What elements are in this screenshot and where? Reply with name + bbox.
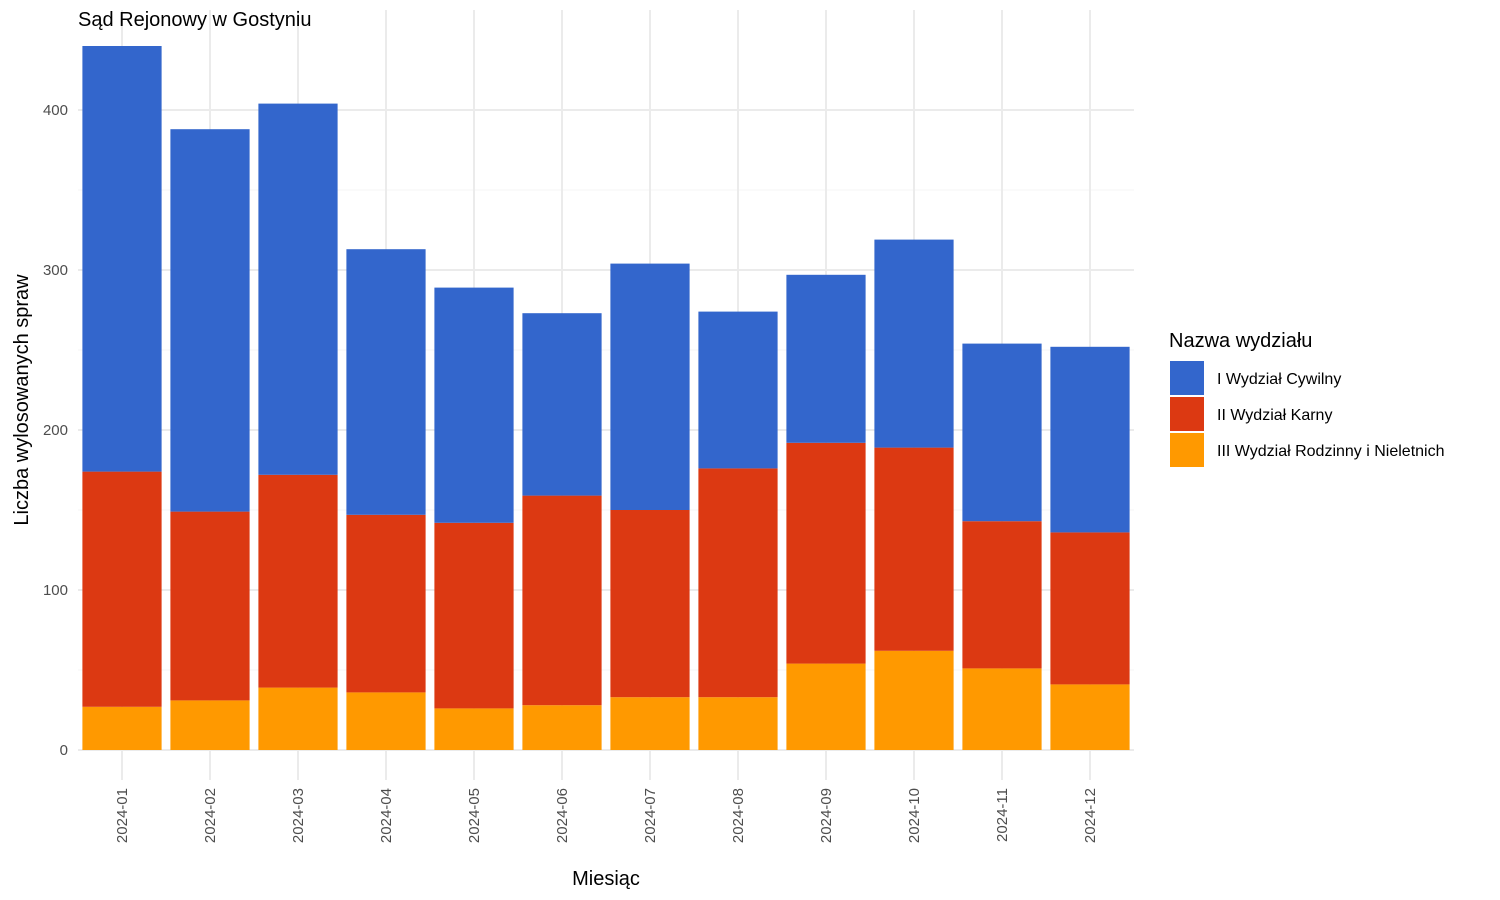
bar-segment [786,442,866,664]
x-tick-label: 2024-05 [466,788,483,843]
bar-segment [786,274,866,443]
bar-segment [82,46,162,472]
legend: Nazwa wydziału I Wydział Cywilny II Wydzi… [1169,330,1445,467]
legend-title: Nazwa wydziału [1169,330,1312,352]
bar-segment [434,708,514,750]
x-tick-label: 2024-10 [906,788,923,843]
bar-segment [874,239,954,448]
x-axis-title: Miesiąc [572,868,640,890]
bar-segment [962,521,1042,669]
x-tick-label: 2024-02 [202,788,219,843]
bar-segment [874,447,954,651]
bar-segment [1050,346,1130,533]
bar-segment [1050,684,1130,750]
bar-segment [522,495,602,706]
bar-segment [962,668,1042,750]
x-tick-label: 2024-06 [554,788,571,843]
y-axis-title: Liczba wylosowanych spraw [11,274,33,526]
x-tick-label: 2024-09 [818,788,835,843]
bar-segment [346,249,426,515]
bar-segment [610,697,690,750]
bar-segment [258,474,338,688]
x-axis-ticks: 2024-01 2024-02 2024-03 2024-04 2024-05 2024-… [114,788,1099,843]
legend-label: II Wydział Karny [1217,407,1332,424]
bar-segment [170,700,250,750]
bar-segment [346,692,426,750]
y-tick-label: 100 [43,582,68,599]
bar-segment [698,468,778,698]
bar-segment [434,522,514,709]
x-tick-label: 2024-04 [378,788,395,843]
bar-segment [522,313,602,496]
bar-segment [170,129,250,512]
y-tick-label: 400 [43,102,68,119]
bar-segment [258,103,338,475]
legend-label: III Wydział Rodzinny i Nieletnich [1217,443,1445,460]
bar-segment [82,706,162,750]
y-tick-label: 200 [43,422,68,439]
chart-title: Sąd Rejonowy w Gostyniu [78,9,311,31]
legend-swatch [1170,433,1204,467]
legend-label: I Wydział Cywilny [1217,371,1341,388]
x-tick-label: 2024-07 [642,788,659,843]
legend-swatch [1170,361,1204,395]
bar-segment [522,705,602,750]
x-tick-label: 2024-01 [114,788,131,843]
y-tick-label: 0 [60,742,68,759]
bar-segment [874,650,954,750]
bars [82,46,1130,750]
legend-items: I Wydział Cywilny II Wydział Karny III Wyd… [1170,361,1445,467]
bar-segment [1050,532,1130,685]
x-tick-label: 2024-03 [290,788,307,843]
x-tick-label: 2024-12 [1082,788,1099,843]
bar-segment [258,687,338,750]
bar-segment [962,343,1042,522]
bar-segment [170,511,250,701]
bar-segment [346,514,426,693]
bar-segment [610,510,690,698]
y-tick-label: 300 [43,262,68,279]
bar-segment [698,311,778,469]
bar-segment [82,471,162,707]
x-tick-label: 2024-11 [994,788,1011,842]
bar-segment [434,287,514,523]
bar-segment [786,663,866,750]
bar-segment [698,697,778,750]
y-axis-ticks: 0 100 200 300 400 [43,102,68,759]
legend-swatch [1170,397,1204,431]
x-tick-label: 2024-08 [730,788,747,843]
bar-segment [610,263,690,510]
